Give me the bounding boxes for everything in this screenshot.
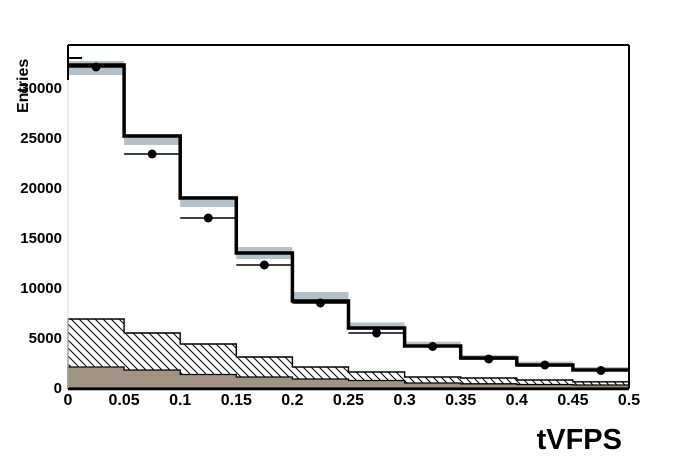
x-tick-labels: 0 0.05 0.1 0.15 0.2 0.25 0.3 0.35 0.4 0.45 0.5 [64, 392, 641, 409]
data-point-marker [484, 354, 494, 364]
data-point-marker [596, 366, 606, 375]
x-axis-title: tVFPS [536, 424, 622, 456]
data-point-marker [203, 213, 213, 223]
y-tick-label: 0 [54, 380, 62, 397]
data-point-marker [91, 62, 101, 72]
data-point-marker [428, 342, 438, 351]
total-histogram-line [68, 63, 629, 372]
x-tick-label: 0 [64, 392, 73, 409]
x-tick-label: 0.25 [333, 392, 364, 409]
x-tick-label: 0.05 [109, 392, 140, 409]
solid-background-histogram [67, 366, 630, 389]
x-tick-label: 0.15 [221, 392, 252, 409]
y-tick-label: 25000 [20, 130, 62, 147]
y-tick-label: 20000 [20, 180, 62, 197]
hatched-background-histogram [67, 318, 630, 389]
total-histogram-fill [68, 65, 629, 388]
data-point-marker [540, 360, 550, 370]
y-tick-label: 30000 [20, 80, 62, 97]
data-point-marker [259, 260, 269, 270]
x-tick-label: 0.5 [618, 392, 640, 409]
y-tick-label: 5000 [29, 330, 62, 347]
x-tick-label: 0.45 [557, 392, 588, 409]
data-point-marker [372, 328, 382, 338]
data-points [68, 62, 629, 375]
data-point-marker [147, 149, 157, 159]
x-tick-label: 0.4 [506, 392, 528, 409]
x-tick-label: 0.1 [169, 392, 191, 409]
x-tick-label: 0.2 [281, 392, 303, 409]
x-tick-label: 0.3 [393, 392, 415, 409]
y-tick-label: 15000 [20, 230, 62, 247]
y-tick-labels: 0 5000 10000 15000 20000 25000 30000 [20, 80, 62, 397]
plot-frame [67, 44, 630, 391]
y-tick-label: 10000 [20, 280, 62, 297]
x-tick-label: 0.35 [445, 392, 476, 409]
data-point-marker [315, 298, 325, 308]
y-axis-title: Entries [15, 58, 32, 113]
